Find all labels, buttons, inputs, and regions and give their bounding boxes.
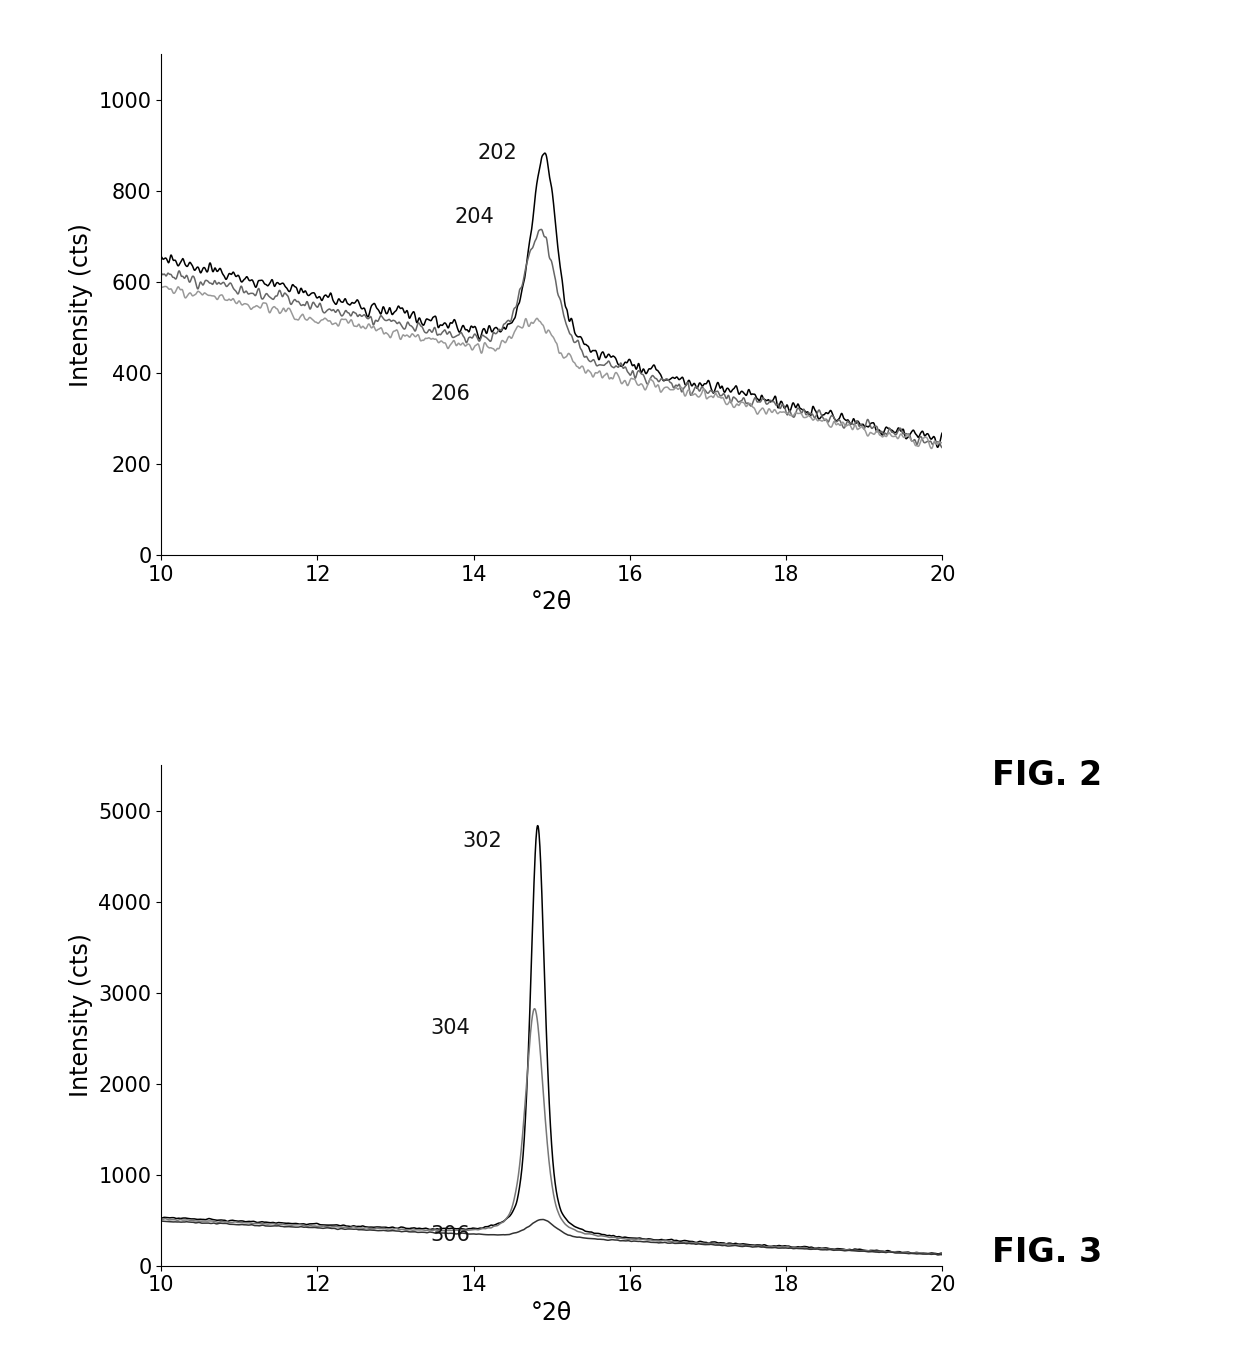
Text: 206: 206 — [430, 384, 471, 404]
X-axis label: °2θ: °2θ — [531, 1301, 573, 1326]
Text: FIG. 2: FIG. 2 — [992, 759, 1102, 792]
Text: 304: 304 — [430, 1018, 470, 1037]
Y-axis label: Intensity (cts): Intensity (cts) — [69, 934, 93, 1097]
X-axis label: °2θ: °2θ — [531, 591, 573, 614]
Text: FIG. 3: FIG. 3 — [992, 1236, 1102, 1268]
Text: 302: 302 — [463, 832, 502, 851]
Text: 204: 204 — [454, 207, 494, 227]
Text: 202: 202 — [477, 143, 517, 163]
Y-axis label: Intensity (cts): Intensity (cts) — [69, 223, 93, 387]
Text: 306: 306 — [430, 1225, 471, 1245]
